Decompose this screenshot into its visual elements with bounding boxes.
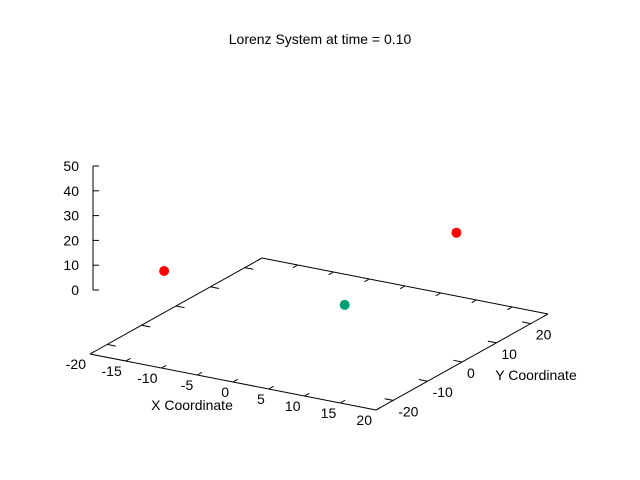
y-tick-mark [522, 321, 531, 325]
x-tick-mark [197, 371, 203, 376]
x-tick-mark [268, 385, 274, 390]
x-back-tick-mark [435, 292, 441, 297]
y-tick-mark [418, 379, 428, 382]
axes-layer [89, 166, 549, 411]
x-tick-mark [304, 392, 310, 397]
x-tick-mark [232, 378, 239, 383]
x-tick-label: -5 [181, 377, 194, 393]
x-tick-label: 20 [356, 412, 372, 428]
z-tick-label: 30 [63, 208, 79, 224]
y-back-tick-mark [210, 286, 220, 289]
data-point [339, 299, 350, 310]
x-tick-label: 0 [221, 384, 229, 400]
x-tick-mark [161, 364, 167, 369]
y-back-tick-mark [175, 305, 185, 309]
y-tick-mark [453, 359, 463, 363]
x-back-tick-mark [471, 299, 477, 304]
x-tick-mark [375, 406, 382, 411]
x-back-tick-mark [399, 285, 406, 290]
x-back-tick-mark [542, 313, 549, 318]
y-tick-label: -10 [433, 384, 453, 400]
x-back-tick-mark [507, 306, 513, 311]
x-tick-mark [89, 350, 96, 355]
data-point [451, 227, 462, 238]
data-point [159, 266, 170, 276]
x-back-tick-mark [364, 278, 370, 283]
x-back-tick-mark [256, 257, 263, 262]
z-tick-label: 20 [63, 232, 79, 248]
z-tick-label: 40 [63, 183, 79, 199]
y-axis-label: Y Coordinate [495, 367, 577, 383]
y-back-tick-mark [107, 343, 116, 347]
y-tick-mark [487, 340, 497, 344]
z-tick-label: 50 [63, 158, 79, 174]
x-tick-label: -15 [102, 363, 122, 379]
x-tick-label: 10 [285, 398, 301, 414]
y-tick-label: 0 [467, 365, 475, 381]
x-tick-label: 5 [257, 391, 265, 407]
x-tick-label: -20 [66, 356, 86, 372]
y-tick-label: 10 [501, 346, 517, 362]
y-back-tick-mark [141, 324, 151, 328]
ticks-layer: -20 -15 -10 -5 0 5 10 15 20 -20 -10 0 10 20 0 10 20 30 40 5… [63, 158, 551, 428]
x-tick-label: 15 [321, 405, 337, 421]
z-tick-label: 0 [71, 282, 79, 298]
x-tick-mark [125, 357, 131, 362]
x-axis-label: X Coordinate [151, 397, 233, 413]
z-tick-label: 10 [63, 257, 79, 273]
y-tick-mark [384, 398, 394, 401]
x-tick-label: -10 [137, 370, 157, 386]
x-back-tick-mark [328, 271, 334, 276]
y-tick-label: -20 [398, 403, 418, 419]
x-tick-mark [340, 399, 346, 404]
y-tick-label: 20 [536, 327, 552, 343]
points-layer [159, 227, 462, 310]
y-back-tick-mark [244, 267, 254, 270]
chart-title: Lorenz System at time = 0.10 [229, 31, 412, 47]
x-back-tick-mark [292, 264, 298, 269]
